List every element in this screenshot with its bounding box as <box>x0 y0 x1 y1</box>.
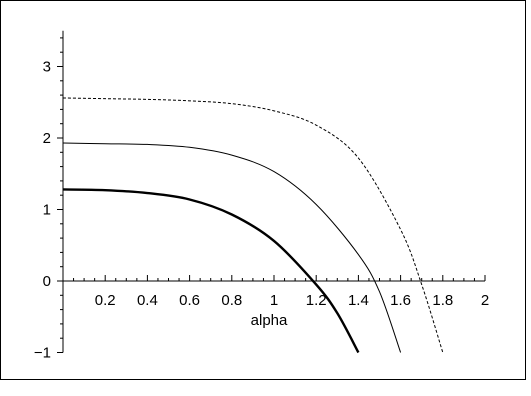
x-tick-label: 0.8 <box>221 292 242 309</box>
y-tick-label: 1 <box>43 202 51 219</box>
y-tick-label: 0 <box>43 273 51 290</box>
x-tick-label: 1.4 <box>348 292 369 309</box>
x-tick-label: 1.6 <box>390 292 411 309</box>
x-tick-label: 0.2 <box>95 292 116 309</box>
x-tick-label: 1.8 <box>432 292 453 309</box>
x-tick-label: 1 <box>270 292 278 309</box>
plot-frame: 0.2 0.4 0.6 0.8 1 1.2 1.4 1.6 1.8 2 −1 0 1 2 3 alpha <box>0 0 526 380</box>
line-chart: 0.2 0.4 0.6 0.8 1 1.2 1.4 1.6 1.8 2 −1 0 1 2 3 alpha <box>34 30 489 362</box>
x-axis-label: alpha <box>251 312 288 329</box>
x-tick-label: 1.2 <box>306 292 327 309</box>
y-tick-label: −1 <box>34 345 51 362</box>
series-line-3 <box>62 97 444 353</box>
x-tick-label: 0.4 <box>137 292 158 309</box>
axes: 0.2 0.4 0.6 0.8 1 1.2 1.4 1.6 1.8 2 −1 0 1 2 3 <box>34 30 489 362</box>
y-tick-label: 3 <box>43 59 51 76</box>
series-group <box>62 97 444 354</box>
x-tick-label: 2 <box>481 292 489 309</box>
y-tick-label: 2 <box>43 130 51 147</box>
series-line-2 <box>62 142 402 353</box>
series-line-1 <box>62 188 360 354</box>
x-tick-label: 0.6 <box>179 292 200 309</box>
